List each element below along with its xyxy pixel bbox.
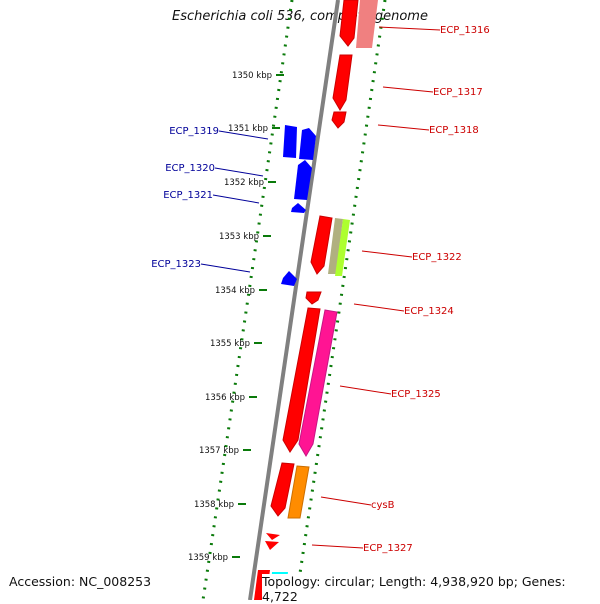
tick-label: 1352 kbp [224, 178, 264, 188]
leader-line [339, 385, 392, 395]
label-leaders [200, 26, 441, 549]
gene-arrow[interactable] [335, 219, 350, 276]
tick-label: 1351 kbp [228, 124, 268, 134]
gene-label[interactable]: ECP_1323 [151, 259, 201, 270]
topology-summary: Topology: circular; Length: 4,938,920 bp… [262, 574, 600, 604]
gene-label[interactable]: ECP_1319 [169, 126, 219, 137]
leader-line [200, 263, 251, 273]
gene-label[interactable]: ECP_1325 [391, 389, 441, 400]
gene-label[interactable]: ECP_1327 [363, 543, 413, 554]
gene-ecp-1316[interactable] [339, 0, 378, 48]
gene-ecp-1327[interactable] [266, 533, 280, 540]
gene-ecp-1322[interactable] [310, 215, 350, 276]
gene-label[interactable]: ECP_1324 [404, 306, 454, 317]
gene-label[interactable]: ECP_1317 [433, 87, 483, 98]
tick-label: 1350 kbp [232, 71, 272, 81]
leader-line [378, 26, 441, 31]
gene-labels: ECP_1316 ECP_1317 ECP_1318 ECP_1322 ECP_1324… [151, 25, 490, 554]
gene-ecp-1323[interactable] [281, 271, 297, 286]
tick-label: 1353 kbp [219, 232, 259, 242]
gene-label[interactable]: cysB [371, 500, 395, 511]
gene-label[interactable]: ECP_1320 [165, 163, 215, 174]
gene-cysb-a[interactable] [270, 462, 295, 517]
gene-ecp-1324[interactable] [305, 291, 322, 305]
gene-ecp-1317[interactable] [332, 54, 353, 111]
gene-arrow[interactable] [356, 0, 378, 48]
gene-ecp-1319-b[interactable] [299, 128, 316, 160]
gene-ecp-1327-b[interactable] [265, 541, 279, 550]
gene-label[interactable]: ECP_1321 [163, 190, 213, 201]
gene-arrow[interactable] [298, 309, 338, 457]
tick-label: 1358 kbp [194, 500, 234, 510]
gene-ecp-1325[interactable] [282, 307, 338, 457]
gene-arrow[interactable] [282, 307, 321, 453]
gene-ecp-1320[interactable] [294, 160, 312, 200]
gene-label[interactable]: ECP_1322 [412, 252, 462, 263]
gene-ecp-1321[interactable] [291, 203, 306, 213]
leader-line [218, 130, 269, 140]
leader-line [214, 167, 264, 177]
accession-text: Accession: NC_008253 [9, 574, 152, 589]
leader-line [311, 544, 364, 549]
tick-label: 1359 kbp [188, 553, 228, 563]
gene-arrow[interactable] [339, 0, 359, 47]
gene-cysb[interactable] [287, 465, 310, 519]
leader-line [320, 496, 372, 506]
gene-label[interactable]: ECP_1318 [429, 125, 479, 136]
leader-line [382, 86, 434, 93]
gene-arrow[interactable] [310, 215, 333, 275]
leader-line [353, 303, 405, 312]
leader-line [212, 194, 260, 204]
tick-label: 1355 kbp [210, 339, 250, 349]
gene-ecp-1319[interactable] [283, 125, 297, 158]
gene-ecp-1318[interactable] [331, 111, 347, 129]
leader-line [361, 250, 413, 258]
gene-label[interactable]: ECP_1316 [440, 25, 490, 36]
tick-group: 1350 kbp 1351 kbp 1352 kbp 1353 kbp 1354 kbp… [188, 71, 284, 563]
leader-line [377, 124, 430, 131]
tick-label: 1356 kbp [205, 393, 245, 403]
genome-backbone [248, 0, 340, 600]
tick-label: 1354 kbp [215, 286, 255, 296]
gene-arrow[interactable] [328, 218, 343, 274]
tick-label: 1357 kbp [199, 446, 239, 456]
